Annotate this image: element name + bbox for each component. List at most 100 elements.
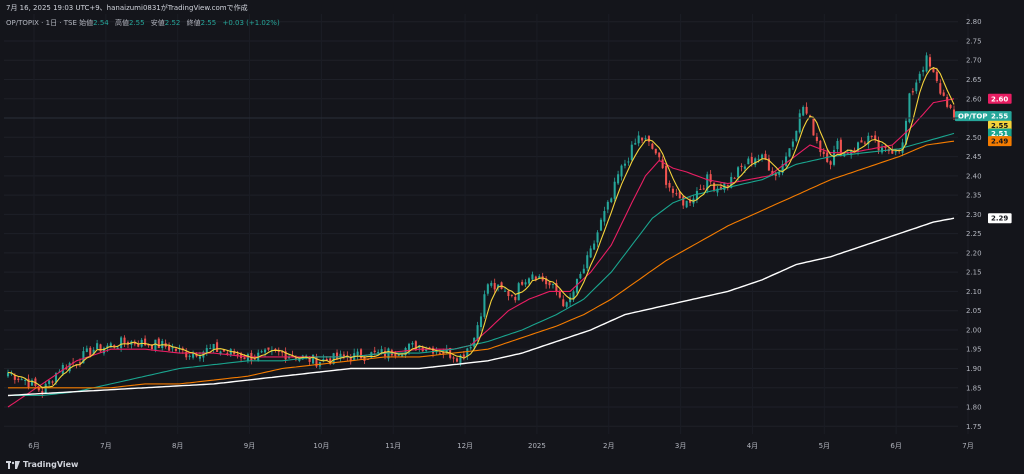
candle-body — [291, 355, 294, 358]
grid — [4, 14, 969, 434]
candle-body — [288, 356, 291, 359]
candle-body — [418, 345, 421, 349]
header-title: 7月 16, 2025 19:03 UTC+9、hanaizumi0831がTr… — [6, 4, 248, 12]
candle-body — [661, 159, 664, 169]
candle-body — [497, 284, 500, 288]
candle-body — [27, 378, 30, 388]
candle-body — [644, 138, 647, 140]
candle-body — [764, 153, 767, 160]
candle-body — [209, 348, 212, 350]
ma5-tag: 2.55 — [988, 120, 1012, 131]
candle-body — [411, 342, 414, 345]
x-tick-label: 5月 — [819, 442, 830, 450]
candle-body — [952, 109, 956, 119]
candle-body — [308, 356, 311, 362]
candle-body — [366, 358, 369, 360]
candle-body — [689, 199, 692, 203]
candle-body — [795, 130, 798, 142]
price-tag-text: 2.55 — [991, 122, 1008, 130]
time-axis: 6月 7月 8月 9月 10月 11月 12月 2025 2月 3月 4月 5月 6月 7月 — [28, 442, 973, 450]
candle-body — [757, 158, 760, 160]
y-tick-label: 2.25 — [966, 230, 982, 238]
candle-body — [260, 351, 263, 353]
candle-body — [853, 149, 856, 151]
close-label: 終値 — [186, 19, 201, 27]
candle-body — [82, 351, 85, 364]
candle-body — [665, 165, 668, 185]
candle-body — [833, 150, 836, 165]
candle-body — [360, 349, 363, 359]
ma75-tag: 2.49 — [988, 136, 1012, 147]
candle-body — [401, 354, 404, 357]
price-tag-bg — [988, 93, 1012, 104]
candle-body — [192, 352, 195, 358]
price-tag-bg — [988, 213, 1012, 224]
candle-body — [133, 342, 136, 345]
candle-body — [880, 147, 884, 153]
candle-body — [150, 344, 153, 350]
candle-body — [634, 143, 637, 145]
ma25-tag: 2.60 — [988, 93, 1012, 104]
candle-body — [894, 150, 897, 153]
candle-body — [843, 152, 846, 157]
symbol-label[interactable]: OP/TOPIX · 1日 · TSE — [6, 19, 77, 27]
x-tick-label: 6月 — [28, 442, 39, 450]
ma50-line — [8, 132, 955, 397]
y-tick-label: 2.05 — [966, 307, 982, 315]
candle-body — [284, 351, 287, 360]
candle-body — [647, 136, 650, 142]
high-label: 高値 — [114, 19, 129, 27]
candle-body — [20, 379, 23, 381]
candle-body — [414, 341, 417, 351]
candle-body — [668, 182, 671, 188]
candle-body — [593, 243, 596, 250]
candle-body — [836, 140, 839, 150]
candle-body — [788, 148, 791, 157]
x-tick-label: 9月 — [244, 442, 255, 450]
y-tick-label: 1.85 — [966, 384, 982, 392]
candle-body — [812, 118, 815, 136]
open-value: 2.54 — [93, 19, 109, 27]
candle-body — [13, 374, 16, 380]
footer-brand[interactable]: TradingView — [6, 460, 78, 469]
price-tag-bg — [988, 111, 1012, 122]
candle-body — [92, 349, 95, 354]
candle-body — [493, 283, 496, 290]
candle-body — [144, 338, 147, 346]
candle-body — [538, 276, 541, 279]
candle-body — [96, 343, 99, 350]
candle-body — [860, 140, 863, 143]
candle-body — [483, 294, 486, 317]
candle-body — [123, 337, 126, 343]
x-tick-label: 3月 — [675, 442, 686, 450]
candle-body — [572, 291, 575, 300]
candle-body — [445, 349, 448, 353]
candle-body — [740, 165, 743, 167]
candle-body — [469, 347, 472, 349]
candle-body — [761, 154, 764, 159]
candle-body — [490, 282, 493, 286]
low-label: 安値 — [150, 19, 165, 27]
candle-body — [695, 190, 698, 200]
candle-body — [856, 142, 860, 152]
candle-body — [791, 141, 794, 147]
candle-body — [798, 113, 801, 133]
candle-body — [613, 181, 616, 199]
candle-body — [174, 348, 177, 351]
candle-body — [195, 354, 198, 357]
candle-body — [397, 354, 400, 356]
candle-body — [222, 349, 225, 352]
candle-body — [51, 381, 54, 383]
price-tag-text: OP/TOPIX — [958, 113, 996, 121]
open-label: 始値 — [79, 19, 94, 27]
y-tick-label: 2.50 — [966, 134, 982, 142]
candle-body — [846, 153, 849, 155]
candle-body — [336, 352, 339, 359]
candle-body — [85, 348, 88, 352]
candle-body — [428, 347, 431, 349]
x-tick-label: 7月 — [100, 442, 111, 450]
candle-body — [569, 297, 572, 303]
candle-body — [171, 347, 174, 349]
y-tick-label: 1.75 — [966, 423, 982, 431]
